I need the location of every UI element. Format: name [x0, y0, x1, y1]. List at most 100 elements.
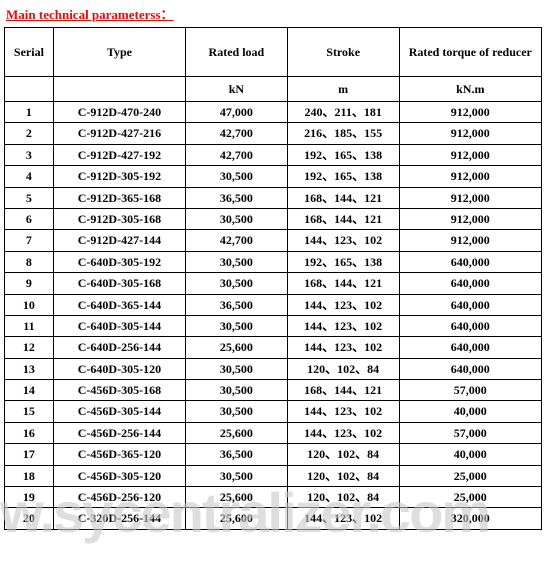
cell-torque: 25,000 — [399, 465, 541, 486]
table-row: 6C-912D-305-16830,500168、144、121912,000 — [5, 208, 542, 229]
cell-torque: 912,000 — [399, 123, 541, 144]
cell-serial: 14 — [5, 380, 54, 401]
table-row: 19C-456D-256-12025,600120、102、8425,000 — [5, 487, 542, 508]
cell-type: C-912D-427-216 — [53, 123, 185, 144]
cell-serial: 13 — [5, 358, 54, 379]
cell-stroke: 168、144、121 — [287, 380, 399, 401]
cell-stroke: 168、144、121 — [287, 208, 399, 229]
cell-type: C-640D-305-192 — [53, 251, 185, 272]
cell-serial: 15 — [5, 401, 54, 422]
cell-serial: 10 — [5, 294, 54, 315]
table-row: 11C-640D-305-14430,500144、123、102640,000 — [5, 315, 542, 336]
cell-type: C-456D-365-120 — [53, 444, 185, 465]
header-stroke: Stroke — [287, 28, 399, 77]
cell-type: C-320D-256-144 — [53, 508, 185, 529]
cell-type: C-912D-427-192 — [53, 144, 185, 165]
cell-stroke: 192、165、138 — [287, 166, 399, 187]
cell-serial: 3 — [5, 144, 54, 165]
table-row: 3C-912D-427-19242,700192、165、138912,000 — [5, 144, 542, 165]
cell-stroke: 192、165、138 — [287, 144, 399, 165]
unit-stroke: m — [287, 77, 399, 102]
cell-torque: 640,000 — [399, 315, 541, 336]
cell-load: 30,500 — [186, 465, 288, 486]
cell-torque: 640,000 — [399, 251, 541, 272]
cell-torque: 640,000 — [399, 273, 541, 294]
cell-torque: 912,000 — [399, 166, 541, 187]
cell-load: 30,500 — [186, 380, 288, 401]
cell-type: C-912D-427-144 — [53, 230, 185, 251]
cell-load: 36,500 — [186, 187, 288, 208]
table-unit-row: kN m kN.m — [5, 77, 542, 102]
cell-serial: 16 — [5, 422, 54, 443]
table-row: 20C-320D-256-14425,600144、123、102320,000 — [5, 508, 542, 529]
table-row: 8C-640D-305-19230,500192、165、138640,000 — [5, 251, 542, 272]
cell-type: C-456D-305-168 — [53, 380, 185, 401]
cell-stroke: 168、144、121 — [287, 187, 399, 208]
table-row: 4C-912D-305-19230,500192、165、138912,000 — [5, 166, 542, 187]
cell-torque: 640,000 — [399, 358, 541, 379]
cell-load: 36,500 — [186, 294, 288, 315]
header-serial: Serial — [5, 28, 54, 77]
cell-torque: 912,000 — [399, 102, 541, 123]
cell-load: 30,500 — [186, 273, 288, 294]
cell-stroke: 120、102、84 — [287, 487, 399, 508]
cell-type: C-640D-365-144 — [53, 294, 185, 315]
cell-load: 30,500 — [186, 401, 288, 422]
cell-load: 25,600 — [186, 508, 288, 529]
cell-torque: 912,000 — [399, 208, 541, 229]
cell-stroke: 144、123、102 — [287, 508, 399, 529]
cell-load: 42,700 — [186, 144, 288, 165]
cell-stroke: 144、123、102 — [287, 294, 399, 315]
cell-serial: 11 — [5, 315, 54, 336]
table-row: 9C-640D-305-16830,500168、144、121640,000 — [5, 273, 542, 294]
cell-serial: 5 — [5, 187, 54, 208]
header-type: Type — [53, 28, 185, 77]
cell-serial: 8 — [5, 251, 54, 272]
table-row: 5C-912D-365-16836,500168、144、121912,000 — [5, 187, 542, 208]
header-torque: Rated torque of reducer — [399, 28, 541, 77]
cell-torque: 57,000 — [399, 380, 541, 401]
cell-type: C-456D-256-144 — [53, 422, 185, 443]
cell-serial: 2 — [5, 123, 54, 144]
cell-serial: 17 — [5, 444, 54, 465]
table-row: 16C-456D-256-14425,600144、123、10257,000 — [5, 422, 542, 443]
table-row: 7C-912D-427-14442,700144、123、102912,000 — [5, 230, 542, 251]
table-row: 18C-456D-305-12030,500120、102、8425,000 — [5, 465, 542, 486]
parameters-table: Serial Type Rated load Stroke Rated torq… — [4, 27, 542, 530]
cell-load: 42,700 — [186, 123, 288, 144]
cell-serial: 18 — [5, 465, 54, 486]
cell-type: C-912D-470-240 — [53, 102, 185, 123]
cell-stroke: 240、211、181 — [287, 102, 399, 123]
cell-load: 47,000 — [186, 102, 288, 123]
cell-type: C-640D-305-168 — [53, 273, 185, 294]
cell-torque: 640,000 — [399, 294, 541, 315]
cell-stroke: 144、123、102 — [287, 315, 399, 336]
cell-serial: 12 — [5, 337, 54, 358]
table-row: 1C-912D-470-24047,000240、211、181912,000 — [5, 102, 542, 123]
table-header-row: Serial Type Rated load Stroke Rated torq… — [5, 28, 542, 77]
cell-torque: 320,000 — [399, 508, 541, 529]
cell-type: C-912D-305-168 — [53, 208, 185, 229]
table-row: 15C-456D-305-14430,500144、123、10240,000 — [5, 401, 542, 422]
cell-type: C-640D-305-120 — [53, 358, 185, 379]
cell-serial: 1 — [5, 102, 54, 123]
table-row: 12C-640D-256-14425,600144、123、102640,000 — [5, 337, 542, 358]
cell-type: C-456D-305-120 — [53, 465, 185, 486]
cell-load: 30,500 — [186, 358, 288, 379]
cell-load: 25,600 — [186, 337, 288, 358]
cell-torque: 640,000 — [399, 337, 541, 358]
unit-load: kN — [186, 77, 288, 102]
cell-load: 30,500 — [186, 166, 288, 187]
cell-serial: 4 — [5, 166, 54, 187]
cell-serial: 20 — [5, 508, 54, 529]
cell-load: 36,500 — [186, 444, 288, 465]
table-row: 2C-912D-427-21642,700216、185、155912,000 — [5, 123, 542, 144]
cell-torque: 40,000 — [399, 444, 541, 465]
cell-torque: 912,000 — [399, 230, 541, 251]
cell-type: C-912D-365-168 — [53, 187, 185, 208]
cell-stroke: 144、123、102 — [287, 422, 399, 443]
table-row: 10C-640D-365-14436,500144、123、102640,000 — [5, 294, 542, 315]
cell-type: C-456D-256-120 — [53, 487, 185, 508]
cell-serial: 6 — [5, 208, 54, 229]
unit-torque: kN.m — [399, 77, 541, 102]
